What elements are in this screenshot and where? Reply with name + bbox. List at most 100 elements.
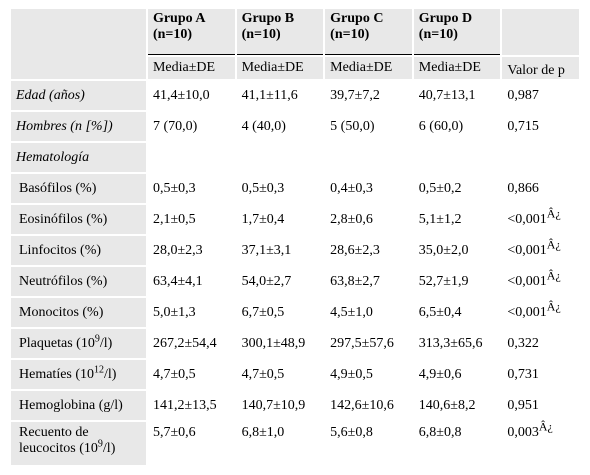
p-value: 0,322 <box>502 329 579 358</box>
cell: 0,5±0,3 <box>147 174 235 203</box>
cell: 39,7±7,2 <box>325 81 412 110</box>
cell: 63,8±2,7 <box>325 267 412 296</box>
stat-label: Media±DE <box>147 57 235 79</box>
row-label: Edad (años) <box>11 81 146 110</box>
group-d-header: Grupo D (n=10) <box>413 9 501 55</box>
p-value: 0,731 <box>502 360 579 389</box>
row-label: Neutrófilos (%) <box>11 267 146 296</box>
cell <box>236 143 324 172</box>
section-label: Hematología <box>11 143 146 172</box>
table-row: Plaquetas (109/l) 267,2±54,4 300,1±48,9 … <box>11 329 579 358</box>
cell <box>147 143 235 172</box>
cell: 37,1±3,1 <box>236 236 324 265</box>
footnote-mark: Â¿ <box>546 236 561 251</box>
group-a-header: Grupo A (n=10) <box>147 9 235 55</box>
cell: 7 (70,0) <box>147 112 235 141</box>
table-row: Neutrófilos (%) 63,4±4,1 54,0±2,7 63,8±2… <box>11 267 579 296</box>
p-value <box>502 143 579 172</box>
cell <box>413 143 501 172</box>
row-label: Linfocitos (%) <box>11 236 146 265</box>
row-label: Recuento de leucocitos (109/l) <box>11 422 146 465</box>
table-row: Eosinófilos (%) 2,1±0,5 1,7±0,4 2,8±0,6 … <box>11 205 579 234</box>
cell: 2,8±0,6 <box>325 205 412 234</box>
cell: 141,2±13,5 <box>147 391 235 420</box>
stat-label: Media±DE <box>413 57 501 79</box>
cell: 4,7±0,5 <box>147 360 235 389</box>
cell <box>325 143 412 172</box>
group-c-header: Grupo C (n=10) <box>325 9 412 55</box>
row-label: Hemoglobina (g/l) <box>11 391 146 420</box>
cell: 5,1±1,2 <box>413 205 501 234</box>
cell: 6,5±0,4 <box>413 298 501 327</box>
row-label: Plaquetas (109/l) <box>11 329 146 358</box>
cell: 4,5±1,0 <box>325 298 412 327</box>
table-row: Basófilos (%) 0,5±0,3 0,5±0,3 0,4±0,3 0,… <box>11 174 579 203</box>
cell: 28,0±2,3 <box>147 236 235 265</box>
cell: 5,7±0,6 <box>147 422 235 465</box>
cell: 52,7±1,9 <box>413 267 501 296</box>
cell: 0,5±0,3 <box>236 174 324 203</box>
table-row: Linfocitos (%) 28,0±2,3 37,1±3,1 28,6±2,… <box>11 236 579 265</box>
p-value: 0,866 <box>502 174 579 203</box>
row-label: Hematíes (1012/l) <box>11 360 146 389</box>
cell: 6 (60,0) <box>413 112 501 141</box>
cell: 2,1±0,5 <box>147 205 235 234</box>
cell: 35,0±2,0 <box>413 236 501 265</box>
p-value: 0,987 <box>502 81 579 110</box>
cell: 54,0±2,7 <box>236 267 324 296</box>
cell: 0,4±0,3 <box>325 174 412 203</box>
p-value: <0,001Â¿ <box>502 298 579 327</box>
cell: 4,9±0,5 <box>325 360 412 389</box>
p-value: 0,951 <box>502 391 579 420</box>
table-row: Hematíes (1012/l) 4,7±0,5 4,7±0,5 4,9±0,… <box>11 360 579 389</box>
p-value: <0,001Â¿ <box>502 267 579 296</box>
cell: 63,4±4,1 <box>147 267 235 296</box>
stub-header <box>11 9 146 79</box>
cell: 40,7±13,1 <box>413 81 501 110</box>
stat-header-row: Media±DE Media±DE Media±DE Media±DE Valo… <box>11 57 579 79</box>
cell: 6,8±0,8 <box>413 422 501 465</box>
footnote-mark: Â¿ <box>546 298 561 313</box>
row-label: Eosinófilos (%) <box>11 205 146 234</box>
cell: 4,7±0,5 <box>236 360 324 389</box>
cell: 1,7±0,4 <box>236 205 324 234</box>
stat-label: Media±DE <box>236 57 324 79</box>
cell: 140,7±10,9 <box>236 391 324 420</box>
group-b-header: Grupo B (n=10) <box>236 9 324 55</box>
cell: 300,1±48,9 <box>236 329 324 358</box>
footnote-mark: Â¿ <box>538 419 553 434</box>
cell: 5,6±0,8 <box>325 422 412 465</box>
cell: 142,6±10,6 <box>325 391 412 420</box>
cell: 4 (40,0) <box>236 112 324 141</box>
group-header-row: Grupo A (n=10) Grupo B (n=10) Grupo C (n=10… <box>11 9 579 79</box>
table-row: Hombres (n [%]) 7 (70,0) 4 (40,0) 5 (50,… <box>11 112 579 141</box>
table-row: Hemoglobina (g/l) 141,2±13,5 140,7±10,9 … <box>11 391 579 420</box>
pvalue-label: Valor de p <box>502 57 579 79</box>
footnote-mark: Â¿ <box>546 267 561 282</box>
cell: 5,0±1,3 <box>147 298 235 327</box>
table-row: Edad (años) 41,4±10,0 41,1±11,6 39,7±7,2… <box>11 81 579 110</box>
cell: 297,5±57,6 <box>325 329 412 358</box>
stat-label: Media±DE <box>325 57 412 79</box>
cell: 267,2±54,4 <box>147 329 235 358</box>
cell: 28,6±2,3 <box>325 236 412 265</box>
row-label: Basófilos (%) <box>11 174 146 203</box>
row-label: Hombres (n [%]) <box>11 112 146 141</box>
cell: 5 (50,0) <box>325 112 412 141</box>
cell: 41,1±11,6 <box>236 81 324 110</box>
section-row: Hematología <box>11 143 579 172</box>
cell: 6,7±0,5 <box>236 298 324 327</box>
row-label: Monocitos (%) <box>11 298 146 327</box>
cell: 0,5±0,2 <box>413 174 501 203</box>
p-value: 0,003Â¿ <box>502 419 579 465</box>
cell: 140,6±8,2 <box>413 391 501 420</box>
p-value: 0,715 <box>502 112 579 141</box>
footnote-mark: Â¿ <box>546 205 561 220</box>
cell: 6,8±1,0 <box>236 422 324 465</box>
p-value: <0,001Â¿ <box>502 236 579 265</box>
cell: 41,4±10,0 <box>147 81 235 110</box>
pvalue-header-top <box>502 9 579 55</box>
table-row: Monocitos (%) 5,0±1,3 6,7±0,5 4,5±1,0 6,… <box>11 298 579 327</box>
cell: 4,9±0,6 <box>413 360 501 389</box>
results-table: Grupo A (n=10) Grupo B (n=10) Grupo C (n=10… <box>9 7 581 467</box>
